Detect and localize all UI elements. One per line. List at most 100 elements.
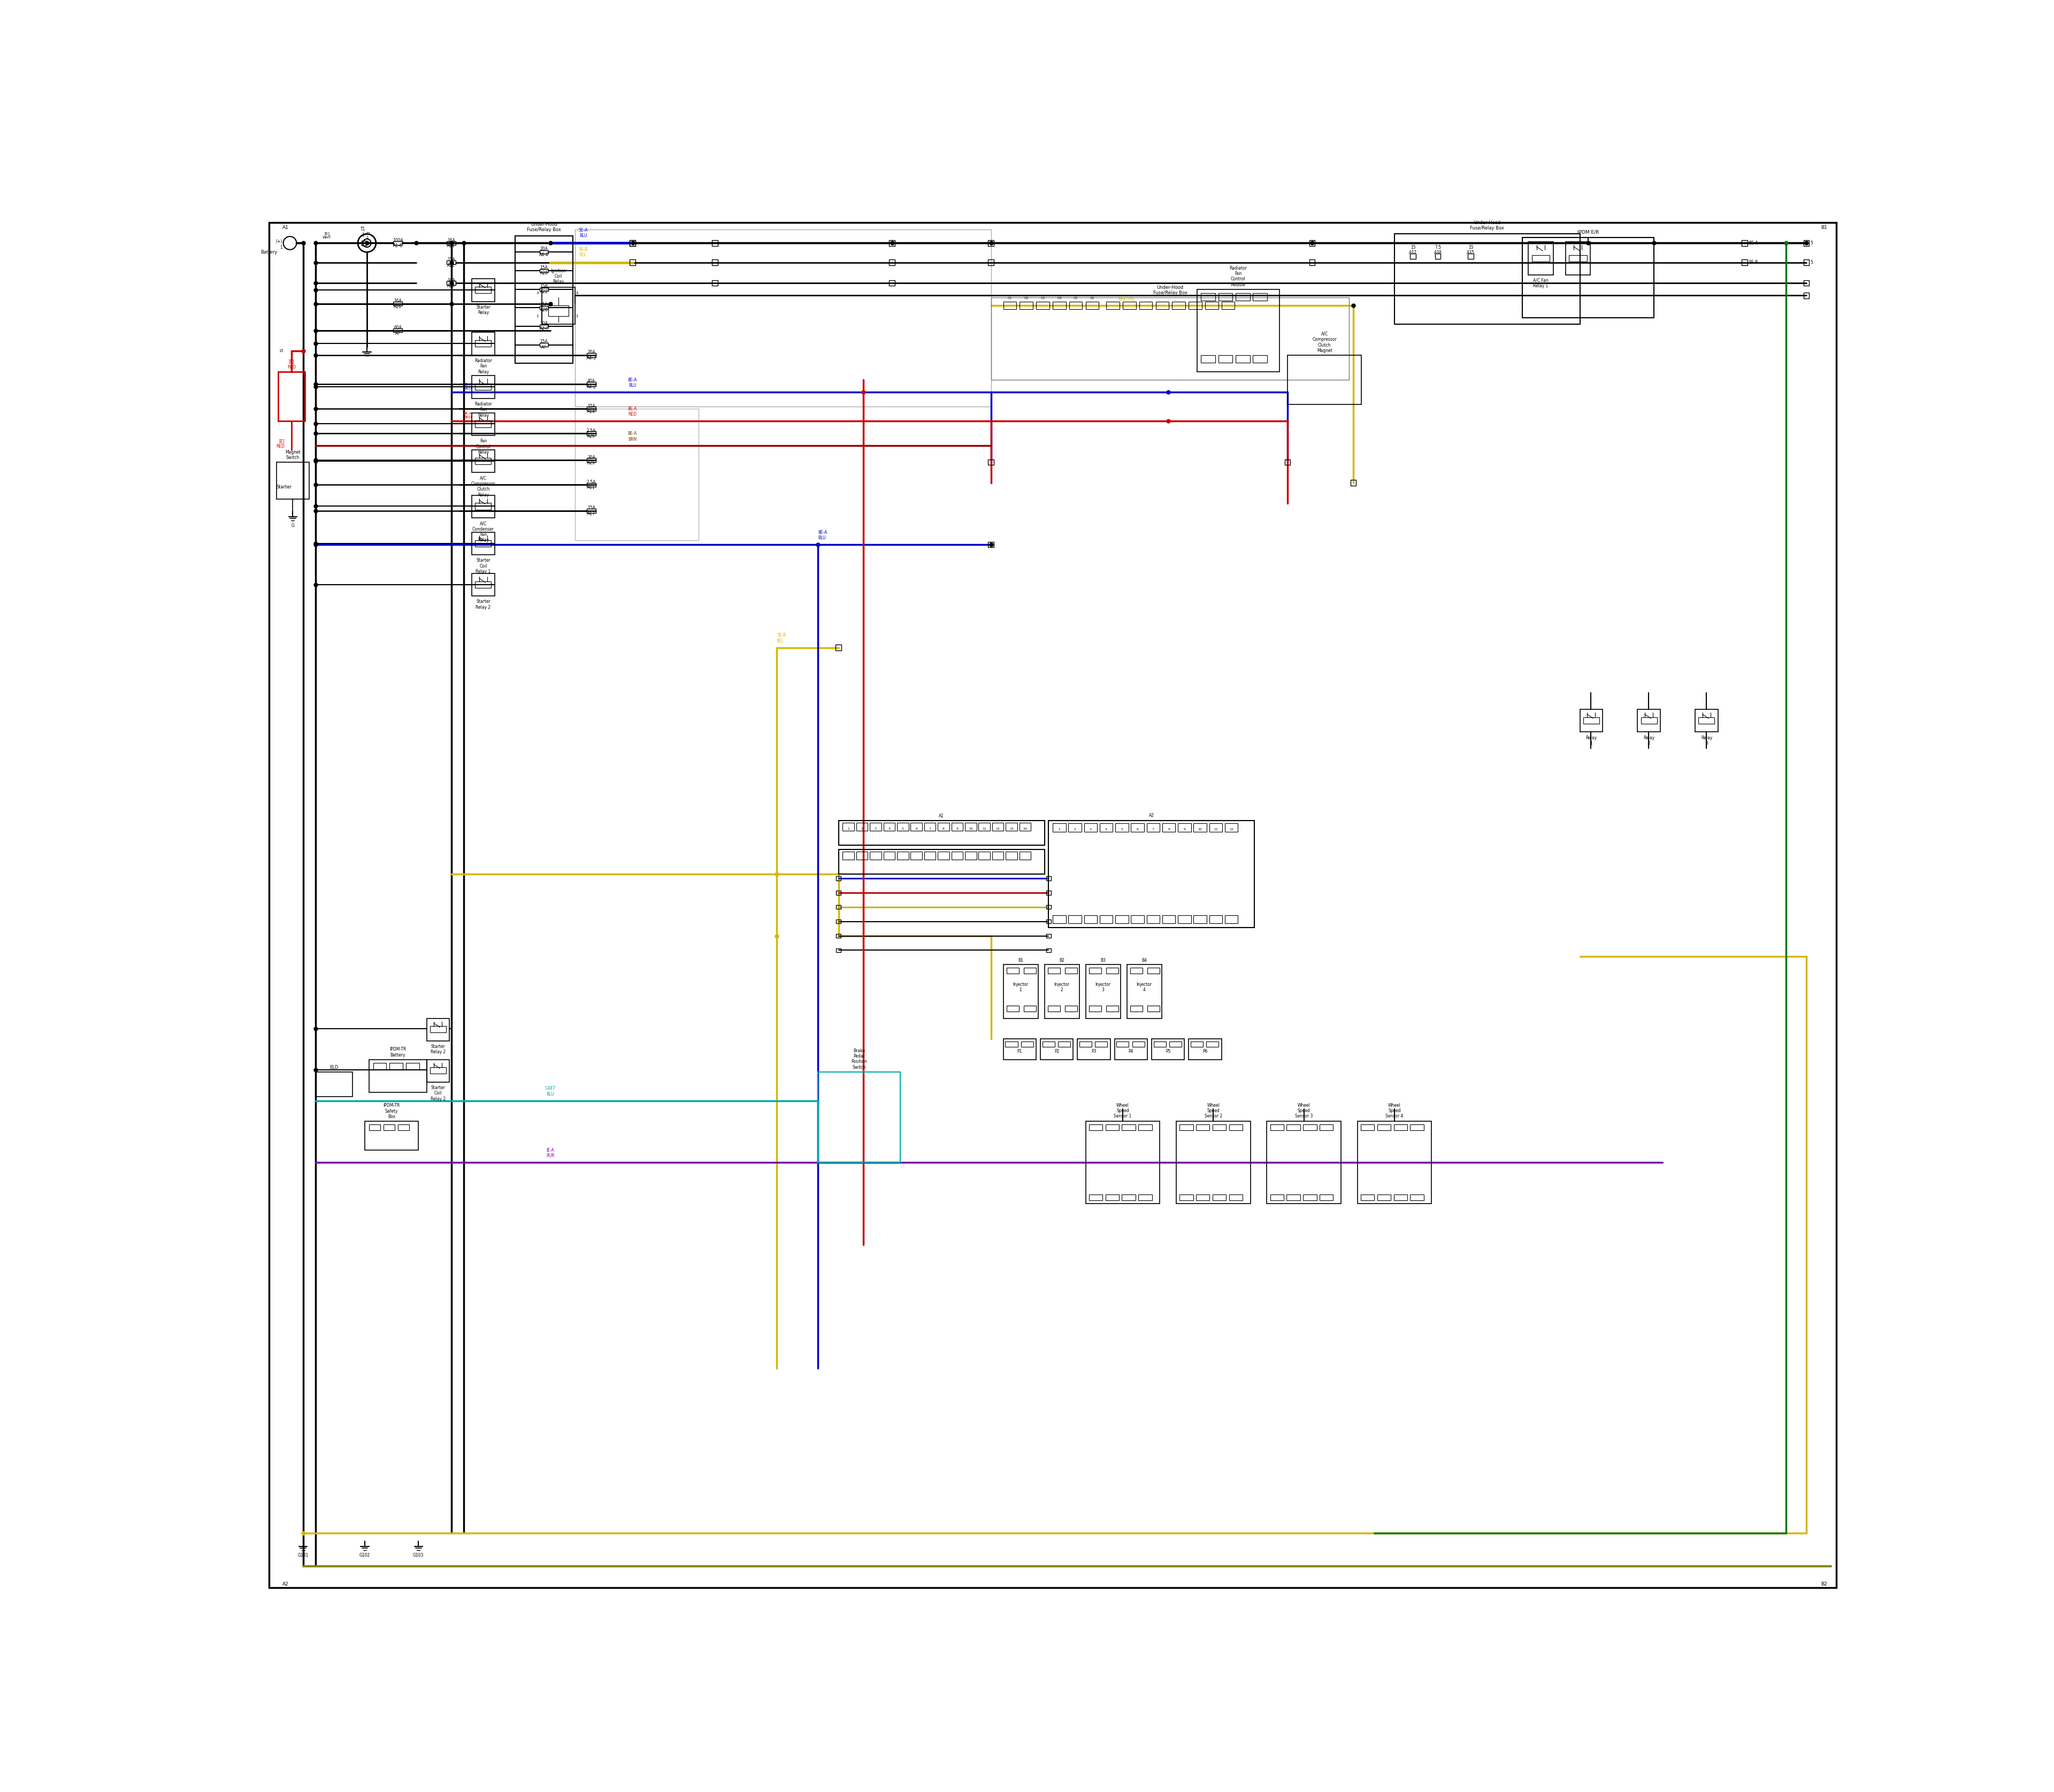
Text: 10: 10 [969,828,974,830]
Bar [1206,1041,1218,1047]
Bar [992,823,1004,831]
Bar [1087,1122,1161,1204]
Text: (+): (+) [275,238,283,244]
Bar [1177,1122,1251,1204]
Bar [1089,968,1101,973]
Text: Injector
3: Injector 3 [1095,982,1111,993]
Bar [1085,916,1097,923]
Text: 4: 4 [575,292,577,296]
Bar [1308,260,1315,265]
Bar [1565,242,1590,274]
Bar [838,821,1043,846]
Bar [1006,1005,1019,1012]
Text: Injector
2: Injector 2 [1054,982,1070,993]
Text: A2: A2 [283,1582,290,1586]
Bar [1253,294,1267,301]
Text: 60A
A?: 60A A? [394,326,403,335]
Bar [1218,355,1232,362]
Bar [978,851,990,860]
Text: P3: P3 [1091,1048,1097,1054]
Bar [474,340,491,348]
Text: 14: 14 [1023,828,1027,830]
Bar [1163,823,1175,831]
Text: 4: 4 [887,828,889,830]
Text: P5: P5 [1165,1048,1171,1054]
Text: 1: 1 [279,246,283,249]
Bar [1045,919,1052,923]
Bar [817,1072,900,1163]
Bar [1045,905,1052,909]
Bar [992,851,1004,860]
Bar [472,573,495,597]
Bar [1191,1041,1204,1047]
Bar [540,306,548,310]
Bar [1138,1195,1152,1201]
Bar [1742,240,1748,246]
Bar [857,823,867,831]
Bar [1099,823,1113,831]
Bar [1058,1041,1070,1047]
Bar [1358,1122,1432,1204]
Bar [1267,1122,1341,1204]
Text: 15A
A28: 15A A28 [540,303,548,312]
Bar [279,371,306,421]
Text: 15: 15 [279,349,283,353]
Text: Relay
1: Relay 1 [1586,735,1596,745]
Bar [1803,260,1810,265]
Bar [924,823,937,831]
Text: 5E-A: 5E-A [1748,240,1758,246]
Bar [474,383,491,391]
Text: Starter
Coil
Relay 2: Starter Coil Relay 2 [431,1086,446,1102]
Text: 2: 2 [575,314,577,317]
Bar [1066,1005,1078,1012]
Bar [587,353,596,357]
Bar [1803,280,1810,287]
Bar [1085,823,1097,831]
Text: [E]
RED: [E] RED [275,439,286,448]
Bar [1107,1005,1119,1012]
Text: Ignition
Coil
Relay: Ignition Coil Relay [550,269,567,285]
Bar [1360,1195,1374,1201]
Bar [1117,1041,1130,1047]
Bar [427,1059,450,1082]
Bar [1146,916,1161,923]
Bar [939,851,949,860]
Bar [1107,968,1119,973]
Bar [1052,301,1066,308]
Bar [1045,876,1052,880]
Bar [988,541,994,547]
Text: T1
1: T1 1 [366,231,372,238]
Bar [542,287,575,324]
Bar [1179,1195,1193,1201]
Bar [392,240,403,246]
Text: Brake
Pedal
Position
Switch: Brake Pedal Position Switch [850,1048,867,1070]
Bar [1522,238,1653,317]
Bar [836,919,840,923]
Bar [540,324,548,328]
Bar [836,645,842,650]
Text: Radiator
Fan
Relay: Radiator Fan Relay [474,401,493,418]
Bar [889,260,896,265]
Text: 16A
A21: 16A A21 [448,238,456,249]
Bar [1066,968,1078,973]
Bar [1043,964,1080,1018]
Bar [1138,1125,1152,1131]
Bar [1045,948,1052,952]
Text: B1: B1 [1019,957,1023,962]
Bar [965,823,976,831]
Bar [1002,964,1037,1018]
Text: 10A
A29: 10A A29 [448,278,456,289]
Text: 15
A35: 15 A35 [1467,246,1475,254]
Bar [1130,1005,1142,1012]
Bar [1528,242,1553,274]
Bar [1107,301,1119,308]
Text: Under-Hood
Fuse/Relay Box: Under-Hood Fuse/Relay Box [528,222,561,233]
Text: 2: 2 [1074,828,1076,831]
Bar [1193,823,1206,831]
Bar [362,240,366,246]
Bar [1048,968,1060,973]
Text: P4: P4 [1128,1048,1134,1054]
Bar [1699,717,1715,724]
Bar [857,851,867,860]
Bar [1228,1125,1243,1131]
